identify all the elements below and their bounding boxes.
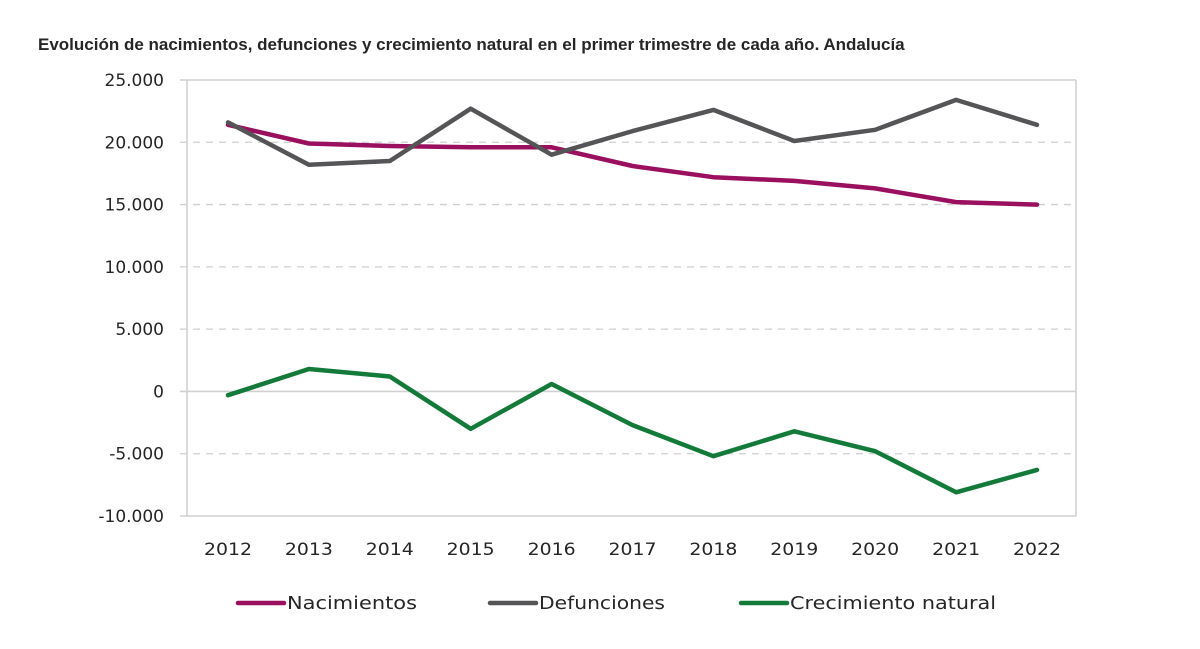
x-tick-label: 2018 xyxy=(689,540,737,560)
legend-label: Defunciones xyxy=(539,593,665,614)
series-lines xyxy=(225,97,1040,495)
series-line-defunciones xyxy=(225,97,1040,167)
x-tick-label: 2020 xyxy=(851,540,899,560)
x-tick-label: 2016 xyxy=(528,540,576,560)
x-tick-label: 2015 xyxy=(447,540,495,560)
series-line-crecimiento-natural xyxy=(225,366,1040,495)
legend-label: Nacimientos xyxy=(287,593,417,614)
x-tick-label: 2019 xyxy=(770,540,818,560)
x-tick-label: 2014 xyxy=(366,540,414,560)
x-tick-label: 2017 xyxy=(609,540,657,560)
legend-label: Crecimiento natural xyxy=(790,593,996,614)
axes: 25.000 20.000 15.000 10.000 5.000 0 -5.000 -10.… xyxy=(98,71,1077,560)
y-tick-label: 25.000 xyxy=(105,71,164,91)
y-tick-label: 15.000 xyxy=(105,196,164,216)
y-tick-label: 0 xyxy=(153,382,164,402)
x-tick-label: 2022 xyxy=(1013,540,1061,560)
x-tick-label: 2012 xyxy=(204,540,252,560)
y-tick-label: 20.000 xyxy=(105,133,164,153)
y-tick-label: 10.000 xyxy=(105,258,164,278)
series-line-nacimientos xyxy=(225,122,1040,207)
y-tick-label: -10.000 xyxy=(98,507,164,527)
x-tick-label: 2021 xyxy=(932,540,980,560)
gridlines xyxy=(180,79,1076,517)
y-tick-label: 5.000 xyxy=(115,320,164,340)
legend: Nacimientos Defunciones Crecimiento natura… xyxy=(235,593,996,614)
y-tick-label: -5.000 xyxy=(109,445,164,465)
chart-title: Evolución de nacimientos, defunciones y … xyxy=(38,35,905,54)
x-tick-label: 2013 xyxy=(285,540,333,560)
